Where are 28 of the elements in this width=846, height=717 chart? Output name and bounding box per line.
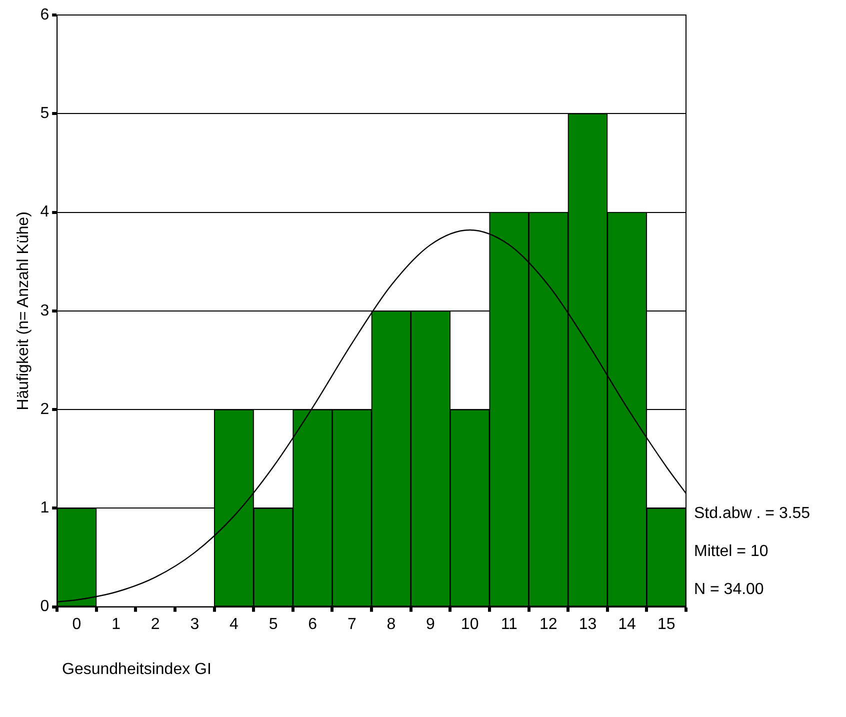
x-tick-label: 4 — [230, 616, 239, 633]
x-tick-label: 8 — [386, 616, 396, 633]
y-tick-label: 5 — [40, 105, 50, 122]
y-axis-title: Häufigkeit (n= Anzahl Kühe) — [15, 212, 32, 410]
x-tick-label: 15 — [657, 616, 676, 633]
x-tick-label: 3 — [190, 616, 200, 633]
x-tick-label: 0 — [72, 616, 82, 633]
x-tick-label: 1 — [112, 616, 121, 633]
y-tick-label: 1 — [40, 500, 50, 517]
x-tick-label: 7 — [347, 616, 356, 633]
y-tick-label: 3 — [40, 302, 50, 320]
text: Std.abw . = 3.55 — [694, 505, 810, 522]
x-tick-label: 12 — [540, 616, 558, 633]
x-axis-title: Gesundheitsindex GI — [62, 661, 212, 678]
x-tick-label: 10 — [460, 616, 479, 633]
text: N = 34.00 — [694, 581, 764, 598]
text: Mittel = 10 — [694, 543, 768, 560]
y-tick-label: 6 — [40, 6, 50, 24]
y-tick-label: 0 — [40, 598, 50, 616]
y-tick-label: 4 — [40, 204, 50, 221]
y-tick-label: 2 — [40, 400, 50, 418]
x-tick-label: 6 — [308, 616, 318, 633]
x-tick-label: 2 — [150, 616, 160, 633]
x-tick-label: 13 — [578, 616, 597, 633]
x-tick-label: 5 — [268, 616, 278, 633]
x-tick-label: 14 — [618, 616, 636, 633]
x-tick-label: 9 — [426, 616, 436, 633]
x-tick-label: 11 — [500, 616, 518, 633]
